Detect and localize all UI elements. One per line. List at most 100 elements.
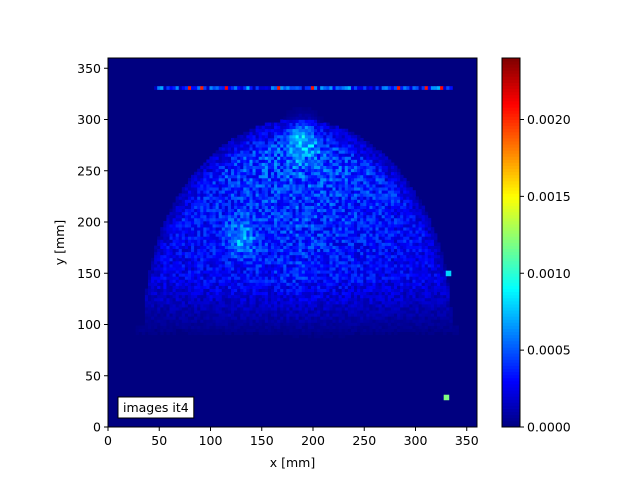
- heatmap-cell: [298, 291, 303, 296]
- heatmap-cell: [317, 254, 321, 259]
- heatmap-cell: [384, 310, 389, 314]
- heatmap-cell: [335, 242, 339, 246]
- heatmap-cell: [194, 224, 198, 228]
- heatmap-cell: [314, 285, 318, 289]
- heatmap-cell: [224, 273, 229, 277]
- heatmap-cell: [347, 227, 352, 231]
- heatmap-cell: [264, 202, 269, 206]
- heatmap-cell: [175, 257, 180, 262]
- heatmap-cell: [427, 331, 432, 336]
- heatmap-cell: [329, 199, 333, 203]
- heatmap-cell: [406, 211, 410, 216]
- heatmap-cell: [424, 217, 429, 222]
- heatmap-cell: [249, 214, 253, 219]
- heatmap-cell: [181, 257, 186, 262]
- heatmap-cell: [412, 254, 416, 259]
- heatmap-cell: [249, 159, 253, 163]
- heatmap-cell: [387, 285, 392, 289]
- heatmap-cell: [375, 193, 379, 197]
- heatmap-cell: [323, 282, 327, 286]
- heatmap-cell: [400, 233, 404, 237]
- heatmap-cell: [381, 227, 386, 231]
- heatmap-cell: [446, 325, 450, 329]
- heatmap-cell: [390, 168, 395, 173]
- heatmap-cell: [335, 181, 339, 185]
- heatmap-cell: [387, 239, 392, 243]
- heatmap-cell: [277, 193, 281, 197]
- heatmap-cell: [381, 328, 386, 333]
- heatmap-cell: [267, 196, 272, 200]
- heatmap-cell: [212, 217, 216, 222]
- heatmap-cell: [326, 282, 330, 286]
- heatmap-cell: [344, 267, 349, 271]
- heatmap-cell: [421, 270, 426, 274]
- heatmap-cell: [240, 260, 244, 265]
- heatmap-cell: [360, 325, 364, 329]
- heatmap-cell: [194, 257, 198, 262]
- heatmap-cell: [344, 260, 349, 265]
- heatmap-cell: [249, 181, 253, 185]
- heatmap-cell: [270, 165, 275, 170]
- heatmap-cell: [274, 159, 278, 163]
- heatmap-cell: [215, 248, 220, 253]
- heatmap-cell: [403, 257, 407, 262]
- heatmap-cell: [400, 193, 404, 197]
- heatmap-cell: [295, 184, 299, 188]
- heatmap-cell: [421, 273, 426, 277]
- heatmap-cell: [307, 285, 312, 289]
- heatmap-cell: [203, 171, 207, 176]
- heatmap-cell: [317, 199, 321, 203]
- heatmap-cell: [160, 267, 164, 271]
- heatmap-cell: [175, 208, 180, 213]
- heatmap-cell: [181, 251, 186, 256]
- heatmap-cell: [421, 224, 426, 228]
- heatmap-cell: [243, 313, 247, 317]
- heatmap-cell: [446, 304, 450, 308]
- heatmap-cell: [197, 331, 201, 336]
- heatmap-cell: [375, 171, 379, 176]
- heatmap-cell: [187, 260, 192, 265]
- heatmap-cell: [409, 300, 413, 305]
- heatmap-cell: [227, 254, 232, 259]
- heatmap-cell: [304, 233, 309, 237]
- heatmap-cell: [344, 168, 349, 173]
- heatmap-cell: [400, 282, 404, 286]
- heatmap-cell: [317, 220, 321, 225]
- heatmap-cell: [317, 300, 321, 305]
- heatmap-cell: [320, 257, 324, 262]
- heatmap-cell: [160, 288, 164, 293]
- heatmap-cell: [191, 181, 195, 185]
- heatmap-cell: [298, 224, 303, 228]
- heatmap-cell: [415, 331, 419, 336]
- heatmap-cell: [384, 279, 389, 283]
- heatmap-cell: [212, 279, 216, 283]
- heatmap-cell: [350, 245, 355, 249]
- heatmap-cell: [270, 313, 275, 317]
- heatmap-cell: [203, 251, 207, 256]
- heatmap-cell: [267, 181, 272, 185]
- heatmap-cell: [369, 251, 373, 256]
- heatmap-cell: [206, 171, 210, 176]
- heatmap-cell: [393, 217, 398, 222]
- heatmap-cell: [163, 297, 167, 302]
- heatmap-cell: [215, 331, 220, 336]
- heatmap-cell: [369, 310, 373, 314]
- heatmap-cell: [191, 310, 195, 314]
- heatmap-cell: [252, 239, 256, 243]
- heatmap-cell: [350, 270, 355, 274]
- heatmap-cell: [301, 196, 306, 200]
- heatmap-cell: [160, 322, 164, 326]
- heatmap-cell: [249, 239, 253, 243]
- heatmap-cell: [329, 236, 333, 240]
- heatmap-cell: [209, 174, 213, 179]
- heatmap-cell: [406, 220, 410, 225]
- heatmap-cell: [255, 297, 260, 302]
- heatmap-cell: [366, 205, 370, 210]
- heatmap-cell: [430, 304, 435, 308]
- heatmap-cell: [274, 313, 278, 317]
- heatmap-cell: [292, 257, 296, 262]
- heatmap-cell: [320, 273, 324, 277]
- heatmap-cell: [209, 205, 213, 210]
- heatmap-cell: [406, 322, 410, 326]
- heatmap-cell: [169, 325, 173, 329]
